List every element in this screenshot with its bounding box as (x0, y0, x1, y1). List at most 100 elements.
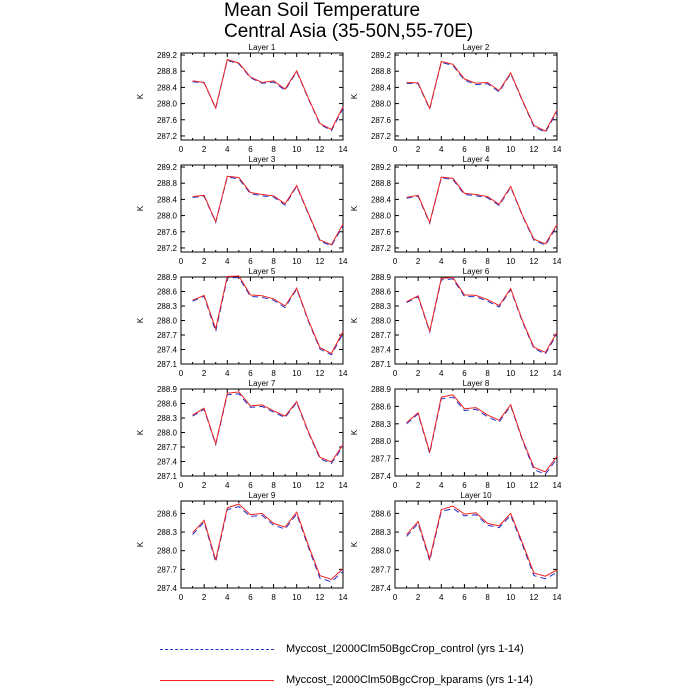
x-tick-label: 12 (529, 257, 538, 266)
x-tick-label: 12 (315, 257, 324, 266)
y-tick-label: 288.8 (371, 179, 392, 188)
x-tick-label: 8 (271, 481, 276, 490)
panel-title: Layer 4 (463, 155, 490, 164)
series-line-control (406, 61, 558, 133)
panel-title: Layer 6 (463, 267, 490, 276)
y-tick-label: 288.4 (157, 195, 178, 204)
x-tick-label: 14 (339, 257, 348, 266)
y-tick-label: 288.0 (157, 212, 178, 221)
y-tick-label: 288.9 (371, 273, 392, 282)
x-tick-label: 12 (529, 145, 538, 154)
series-line-control (406, 396, 558, 475)
y-tick-label: 288.0 (157, 429, 178, 438)
chart-panel-4: Layer 4 K 0 2 4 6 8 10 12 14 287.2 287.6 288.0 288.4 2… (350, 155, 562, 266)
panel-title: Layer 2 (463, 43, 490, 52)
x-tick-label: 6 (462, 369, 467, 378)
x-tick-label: 8 (485, 481, 490, 490)
x-tick-label: 14 (339, 369, 348, 378)
x-tick-label: 6 (248, 257, 253, 266)
y-tick-label: 288.3 (157, 414, 178, 423)
x-tick-label: 6 (462, 593, 467, 602)
x-tick-label: 2 (416, 257, 421, 266)
y-tick-label: 289.2 (157, 51, 178, 60)
y-tick-label: 287.6 (371, 116, 392, 125)
x-tick-label: 14 (553, 481, 562, 490)
x-tick-label: 2 (416, 369, 421, 378)
x-tick-label: 2 (202, 257, 207, 266)
y-tick-label: 287.4 (371, 472, 392, 481)
y-tick-label: 287.2 (371, 132, 392, 141)
y-axis-label: K (350, 541, 359, 547)
x-tick-label: 8 (485, 369, 490, 378)
y-tick-label: 287.2 (157, 244, 178, 253)
y-tick-label: 287.4 (371, 346, 392, 355)
series-line-kparams (192, 503, 344, 580)
x-tick-label: 4 (439, 369, 444, 378)
x-tick-label: 10 (292, 257, 301, 266)
chart-panel-1: Layer 1 K 0 2 4 6 8 10 12 14 287.2 287.6 288.0 288.4 2… (136, 43, 348, 154)
y-tick-label: 287.4 (157, 346, 178, 355)
y-tick-label: 288.9 (157, 273, 178, 282)
panel-title: Layer 7 (249, 379, 276, 388)
chart-panel-3: Layer 3 K 0 2 4 6 8 10 12 14 287.2 287.6 288.0 288.4 2… (136, 155, 348, 266)
y-tick-label: 287.7 (157, 443, 178, 452)
panel-title: Layer 9 (249, 491, 276, 500)
x-tick-label: 0 (393, 257, 398, 266)
chart-panel-2: Layer 2 K 0 2 4 6 8 10 12 14 287.2 287.6 288.0 288.4 2… (350, 43, 562, 154)
x-tick-label: 10 (506, 369, 515, 378)
x-tick-label: 10 (292, 481, 301, 490)
x-tick-label: 4 (439, 145, 444, 154)
x-tick-label: 14 (553, 593, 562, 602)
x-tick-label: 10 (506, 145, 515, 154)
series-line-control (192, 276, 344, 356)
x-tick-label: 6 (248, 593, 253, 602)
y-tick-label: 288.3 (157, 528, 178, 537)
y-axis-label: K (136, 541, 145, 547)
x-tick-label: 4 (225, 369, 230, 378)
legend-kparams-swatch (160, 680, 274, 681)
plot-frame (180, 388, 344, 477)
figure-title-line1: Mean Soil Temperature (224, 0, 421, 21)
x-tick-label: 14 (339, 593, 348, 602)
series-line-control (192, 176, 344, 247)
y-axis-label: K (136, 317, 145, 323)
y-tick-label: 288.6 (157, 400, 178, 409)
y-axis-label: K (350, 429, 359, 435)
x-tick-label: 0 (393, 369, 398, 378)
figure-title-line2: Central Asia (35-50N,55-70E) (224, 21, 474, 42)
panel-title: Layer 1 (249, 43, 276, 52)
x-tick-label: 2 (202, 369, 207, 378)
x-tick-label: 6 (462, 257, 467, 266)
x-tick-label: 2 (202, 481, 207, 490)
y-tick-label: 288.4 (371, 195, 392, 204)
x-tick-label: 6 (462, 145, 467, 154)
y-tick-label: 287.7 (371, 455, 392, 464)
x-tick-label: 14 (553, 257, 562, 266)
series-line-kparams (406, 394, 558, 473)
y-tick-label: 288.6 (371, 509, 392, 518)
panel-title: Layer 5 (249, 267, 276, 276)
chart-panel-6: Layer 6 K 0 2 4 6 8 10 12 14 287.1 287.4 287.7 288.0 2… (350, 267, 562, 378)
x-tick-label: 12 (315, 593, 324, 602)
y-tick-label: 288.0 (371, 212, 392, 221)
y-axis-label: K (350, 205, 359, 211)
x-tick-label: 10 (292, 145, 301, 154)
y-tick-label: 287.1 (157, 360, 178, 369)
plot-frame (180, 52, 344, 141)
x-tick-label: 14 (339, 481, 348, 490)
x-tick-label: 6 (248, 481, 253, 490)
y-tick-label: 288.6 (157, 288, 178, 297)
x-tick-label: 0 (179, 369, 184, 378)
y-axis-label: K (136, 429, 145, 435)
y-tick-label: 287.1 (371, 360, 392, 369)
x-tick-label: 4 (439, 593, 444, 602)
x-tick-label: 0 (179, 481, 184, 490)
figure-title: Mean Soil Temperature Central Asia (35-5… (224, 0, 473, 42)
x-tick-label: 4 (225, 145, 230, 154)
plot-frame (394, 52, 558, 141)
chart-panel-5: Layer 5 K 0 2 4 6 8 10 12 14 287.1 287.4 287.7 288.0 2… (136, 267, 348, 378)
panel-title: Layer 3 (249, 155, 276, 164)
series-line-control (406, 507, 558, 580)
x-tick-label: 6 (248, 369, 253, 378)
y-tick-label: 288.8 (371, 67, 392, 76)
